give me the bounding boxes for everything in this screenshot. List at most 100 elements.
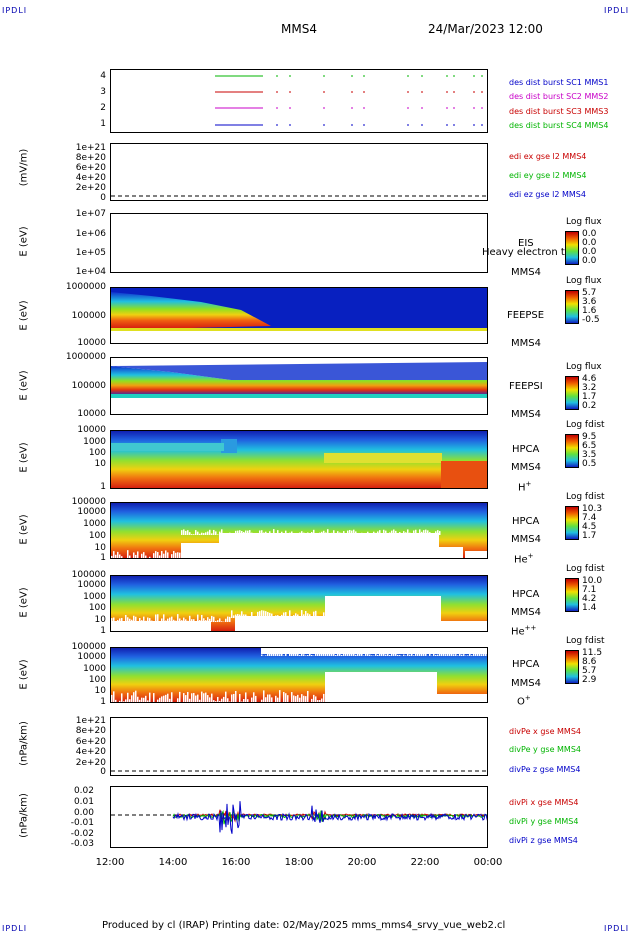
legend-entry: divPe z gse MMS4	[509, 765, 581, 774]
y-tick: 1000000	[65, 352, 106, 362]
y-tick: 10000	[77, 507, 106, 517]
legend-entry: divPi z gse MMS4	[509, 836, 578, 845]
instrument-label: FEEPSE	[507, 310, 545, 321]
y-tick: 100	[88, 603, 106, 613]
colorbar-title: Log flux	[566, 276, 602, 286]
y-axis-label: (nPa/km)	[18, 721, 30, 766]
y-tick: 0.00	[73, 808, 94, 818]
y-tick: 10000	[77, 580, 106, 590]
y-tick: 8e+20	[75, 153, 106, 163]
y-tick: 2e+20	[75, 183, 106, 193]
y-tick: 1	[100, 553, 106, 563]
feepse-panel	[110, 287, 488, 344]
hpca-h-spectrogram	[111, 431, 487, 488]
instrument-label: HPCA	[512, 589, 540, 600]
instrument-label: HPCA	[512, 444, 540, 455]
colorbar	[565, 578, 579, 612]
legend-entry: edi ex gse l2 MMS4	[509, 152, 587, 161]
x-tick: 22:00	[410, 857, 440, 868]
y-tick: 1	[100, 119, 106, 129]
y-tick: 1e+05	[75, 248, 106, 258]
y-tick: 1	[100, 482, 106, 492]
colorbar-value: 1.7	[582, 531, 597, 541]
feepsi-spectrogram	[111, 358, 487, 414]
feepse-spectrogram	[111, 288, 487, 343]
colorbar-title: Log flux	[566, 217, 602, 227]
colorbar-value: 4.5	[582, 522, 597, 532]
colorbar-value: 5.7	[582, 666, 597, 676]
legend-entry: divPi y gse MMS4	[509, 817, 579, 826]
colorbar-value: 4.2	[582, 594, 597, 604]
x-tick: 16:00	[221, 857, 251, 868]
y-tick: 8e+20	[75, 726, 106, 736]
y-tick: 100000	[71, 570, 106, 580]
y-tick: 1000	[83, 519, 106, 529]
hpca-hepp-panel	[110, 575, 488, 632]
y-tick: 100	[88, 531, 106, 541]
colorbar-value: 0.0	[582, 256, 597, 266]
x-tick: 12:00	[95, 857, 125, 868]
y-tick: 0.01	[73, 797, 94, 807]
y-tick: 4e+20	[75, 747, 106, 757]
colorbar-value: 9.5	[582, 432, 597, 442]
eis-panel	[110, 213, 488, 273]
y-tick: 0	[100, 767, 106, 777]
colorbar-title: Log fdist	[566, 420, 605, 430]
y-tick: 1	[100, 697, 106, 707]
legend-entry: edi ez gse l2 MMS4	[509, 190, 586, 199]
y-tick: 1	[100, 626, 106, 636]
y-tick: 2	[100, 103, 106, 113]
y-tick: 1e+06	[75, 229, 106, 239]
x-tick: 00:00	[473, 857, 503, 868]
colorbar-value: 5.7	[582, 288, 597, 298]
colorbar-title: Log flux	[566, 362, 602, 372]
colorbar-value: 7.1	[582, 585, 597, 595]
y-axis-label: (mV/m)	[18, 148, 30, 187]
colorbar	[565, 506, 579, 540]
y-tick: 10000	[77, 409, 106, 419]
y-axis-label: E (eV)	[18, 226, 30, 257]
feepsi-panel	[110, 357, 488, 415]
colorbar-value: 3.2	[582, 383, 597, 393]
colorbar-value: 11.5	[582, 648, 603, 658]
y-tick: 1000000	[65, 282, 106, 292]
colorbar-value: 1.7	[582, 392, 597, 402]
y-tick: 0.02	[73, 786, 94, 796]
y-tick: 4e+20	[75, 173, 106, 183]
corner-label-br: IPDLI	[604, 924, 630, 933]
colorbar-value: 3.5	[582, 450, 597, 460]
divpi-plot	[111, 801, 487, 834]
colorbar-value: 1.6	[582, 306, 597, 316]
x-tick: 18:00	[284, 857, 314, 868]
instrument-label: FEEPSI	[509, 381, 543, 392]
y-tick: 10	[94, 543, 106, 553]
legend-entry: des dist burst SC1 MMS1	[509, 78, 609, 87]
colorbar-value: 0.0	[582, 238, 597, 248]
legend-entry: edi ey gse l2 MMS4	[509, 171, 587, 180]
hpca-o-spectrogram	[111, 648, 487, 702]
hpca-h-panel	[110, 430, 488, 489]
y-tick: 1000	[83, 592, 106, 602]
colorbar	[565, 650, 579, 684]
spacecraft-label: MMS4	[511, 338, 541, 349]
colorbar	[565, 376, 579, 410]
colorbar-value: 10.0	[582, 576, 603, 586]
y-tick: 0	[100, 193, 106, 203]
corner-label-bl: IPDLI	[2, 924, 28, 933]
y-tick: 1000	[83, 664, 106, 674]
colorbar-value: 3.6	[582, 297, 597, 307]
y-tick: 10	[94, 686, 106, 696]
instrument-label: HPCA	[512, 659, 540, 670]
hpca-he-panel	[110, 502, 488, 559]
y-tick: 1e+04	[75, 267, 106, 277]
spacecraft-title: MMS4	[281, 22, 317, 36]
y-tick: 100000	[71, 311, 106, 321]
y-tick: 10000	[77, 338, 106, 348]
y-tick: 1e+21	[75, 143, 106, 153]
colorbar-value: 4.6	[582, 374, 597, 384]
divpi-panel	[110, 786, 488, 848]
legend-entry: divPe x gse MMS4	[509, 727, 581, 736]
instrument-label: EIS	[518, 238, 534, 249]
x-tick: 14:00	[158, 857, 188, 868]
ion-species-label: H+	[518, 480, 532, 494]
